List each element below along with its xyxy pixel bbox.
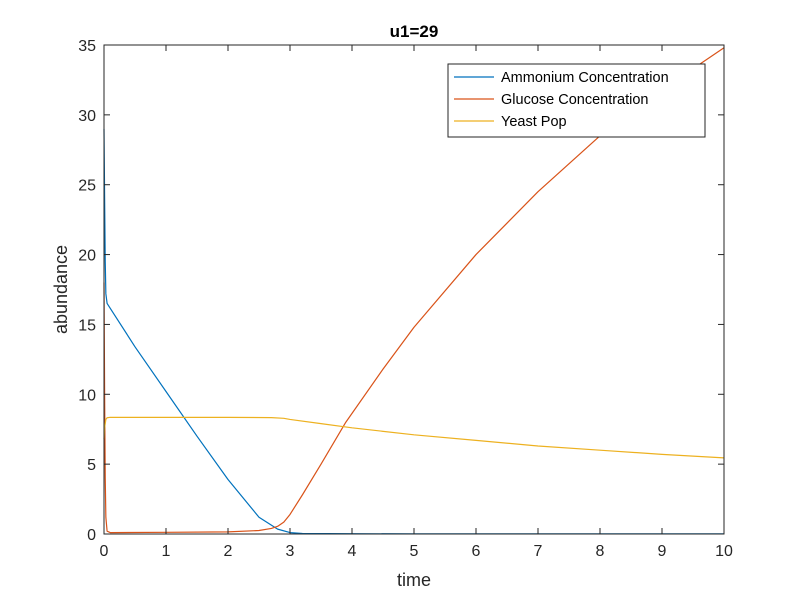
series-line-glucose-concentration xyxy=(103,47,725,534)
y-tick-label: 25 xyxy=(78,178,96,195)
legend-box xyxy=(447,63,706,138)
legend[interactable]: Ammonium Concentration Glucose Concentra… xyxy=(447,63,706,138)
y-tick-label: 35 xyxy=(78,38,96,55)
x-tick-label: 2 xyxy=(224,543,233,560)
y-tick-label: 10 xyxy=(78,387,96,404)
y-tick-label: 5 xyxy=(87,457,96,474)
y-tick-label: 20 xyxy=(78,248,96,265)
chart-title: u1=29 xyxy=(390,22,439,41)
x-tick-label: 4 xyxy=(348,543,357,560)
x-tick-label: 5 xyxy=(410,543,419,560)
y-axis-label: abundance xyxy=(51,245,71,334)
legend-item-yeast: Yeast Pop xyxy=(454,114,567,130)
legend-item-ammonium: Ammonium Concentration xyxy=(454,70,669,86)
y-axis-ticks: 0 5 10 15 20 25 30 35 xyxy=(78,38,724,544)
x-tick-label: 7 xyxy=(534,543,543,560)
x-tick-label: 3 xyxy=(286,543,295,560)
legend-label-glucose: Glucose Concentration xyxy=(501,92,649,108)
y-tick-label: 30 xyxy=(78,108,96,125)
legend-label-ammonium: Ammonium Concentration xyxy=(501,70,669,86)
x-tick-label: 6 xyxy=(472,543,481,560)
x-tick-label: 1 xyxy=(162,543,171,560)
x-axis-ticks: 0 1 2 3 4 5 6 7 8 9 10 xyxy=(100,45,733,560)
series-line-yeast-pop xyxy=(103,416,725,459)
x-axis-label: time xyxy=(397,570,431,590)
series-line-ammonium-concentration xyxy=(103,128,724,535)
x-tick-label: 10 xyxy=(715,543,733,560)
y-tick-label: 15 xyxy=(78,317,96,334)
x-tick-label: 8 xyxy=(596,543,605,560)
legend-item-glucose: Glucose Concentration xyxy=(454,92,649,108)
legend-label-yeast: Yeast Pop xyxy=(501,114,567,130)
x-tick-label: 9 xyxy=(658,543,667,560)
x-tick-label: 0 xyxy=(100,543,109,560)
y-tick-label: 0 xyxy=(87,527,96,544)
